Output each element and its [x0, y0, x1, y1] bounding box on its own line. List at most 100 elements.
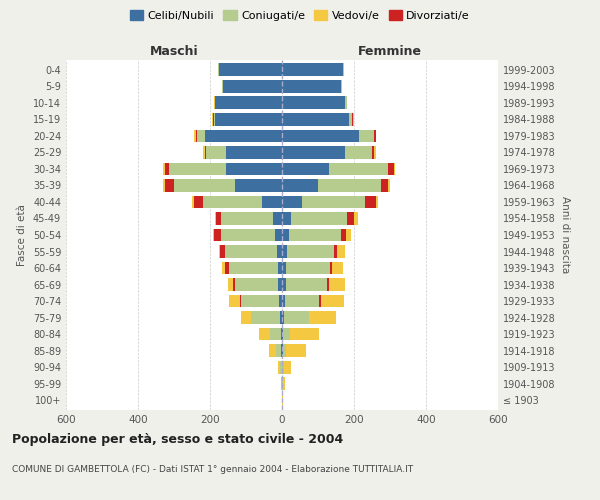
Bar: [286, 278, 327, 291]
Bar: [197, 130, 205, 142]
Bar: [194, 196, 203, 208]
Bar: [163, 162, 165, 175]
Bar: [282, 64, 343, 76]
Bar: [283, 344, 286, 357]
Bar: [281, 344, 282, 357]
Bar: [282, 328, 283, 340]
Bar: [251, 311, 280, 324]
Bar: [388, 179, 390, 192]
Bar: [212, 113, 213, 126]
Bar: [214, 228, 221, 241]
Bar: [280, 311, 282, 324]
Bar: [282, 80, 341, 93]
Bar: [341, 228, 346, 241]
Bar: [282, 212, 291, 225]
Bar: [282, 228, 289, 241]
Bar: [278, 278, 282, 291]
Bar: [354, 212, 358, 225]
Bar: [290, 328, 319, 340]
Bar: [283, 377, 284, 390]
Bar: [225, 245, 277, 258]
Bar: [278, 360, 280, 374]
Bar: [280, 360, 282, 374]
Bar: [341, 80, 342, 93]
Bar: [233, 278, 235, 291]
Bar: [283, 328, 290, 340]
Bar: [281, 328, 282, 340]
Bar: [327, 278, 329, 291]
Bar: [329, 262, 332, 274]
Bar: [376, 196, 379, 208]
Bar: [214, 96, 215, 110]
Bar: [352, 113, 353, 126]
Bar: [277, 245, 282, 258]
Bar: [282, 311, 284, 324]
Bar: [275, 228, 282, 241]
Bar: [285, 294, 319, 308]
Bar: [276, 344, 281, 357]
Bar: [287, 245, 334, 258]
Bar: [220, 245, 225, 258]
Bar: [282, 162, 329, 175]
Bar: [259, 328, 270, 340]
Bar: [282, 96, 345, 110]
Bar: [282, 394, 283, 406]
Bar: [282, 146, 345, 159]
Bar: [381, 179, 388, 192]
Bar: [286, 262, 329, 274]
Legend: Celibi/Nubili, Coniugati/e, Vedovi/e, Divorziati/e: Celibi/Nubili, Coniugati/e, Vedovi/e, Di…: [128, 8, 472, 24]
Bar: [270, 328, 281, 340]
Bar: [372, 146, 374, 159]
Bar: [226, 262, 229, 274]
Bar: [282, 113, 349, 126]
Bar: [282, 294, 285, 308]
Bar: [278, 262, 282, 274]
Bar: [281, 377, 282, 390]
Bar: [206, 146, 226, 159]
Bar: [165, 179, 174, 192]
Bar: [205, 130, 282, 142]
Bar: [218, 64, 219, 76]
Bar: [221, 228, 275, 241]
Bar: [302, 196, 365, 208]
Bar: [228, 278, 233, 291]
Bar: [329, 278, 345, 291]
Bar: [223, 80, 282, 93]
Bar: [359, 130, 374, 142]
Bar: [222, 80, 223, 93]
Bar: [229, 262, 278, 274]
Bar: [284, 360, 291, 374]
Bar: [318, 179, 381, 192]
Bar: [192, 196, 194, 208]
Bar: [239, 294, 241, 308]
Bar: [196, 130, 197, 142]
Bar: [279, 294, 282, 308]
Bar: [241, 294, 279, 308]
Bar: [282, 377, 283, 390]
Bar: [286, 344, 306, 357]
Bar: [273, 212, 282, 225]
Bar: [226, 146, 282, 159]
Bar: [203, 146, 205, 159]
Bar: [212, 228, 214, 241]
Bar: [229, 294, 239, 308]
Bar: [346, 228, 351, 241]
Bar: [388, 162, 394, 175]
Bar: [165, 162, 169, 175]
Bar: [345, 146, 372, 159]
Bar: [345, 96, 347, 110]
Bar: [394, 162, 395, 175]
Text: Maschi: Maschi: [149, 46, 199, 59]
Bar: [282, 262, 286, 274]
Bar: [343, 64, 344, 76]
Bar: [215, 96, 282, 110]
Bar: [235, 278, 278, 291]
Bar: [226, 162, 282, 175]
Bar: [241, 311, 251, 324]
Bar: [221, 212, 273, 225]
Bar: [194, 130, 196, 142]
Bar: [282, 196, 302, 208]
Bar: [365, 196, 376, 208]
Bar: [235, 179, 282, 192]
Bar: [347, 212, 354, 225]
